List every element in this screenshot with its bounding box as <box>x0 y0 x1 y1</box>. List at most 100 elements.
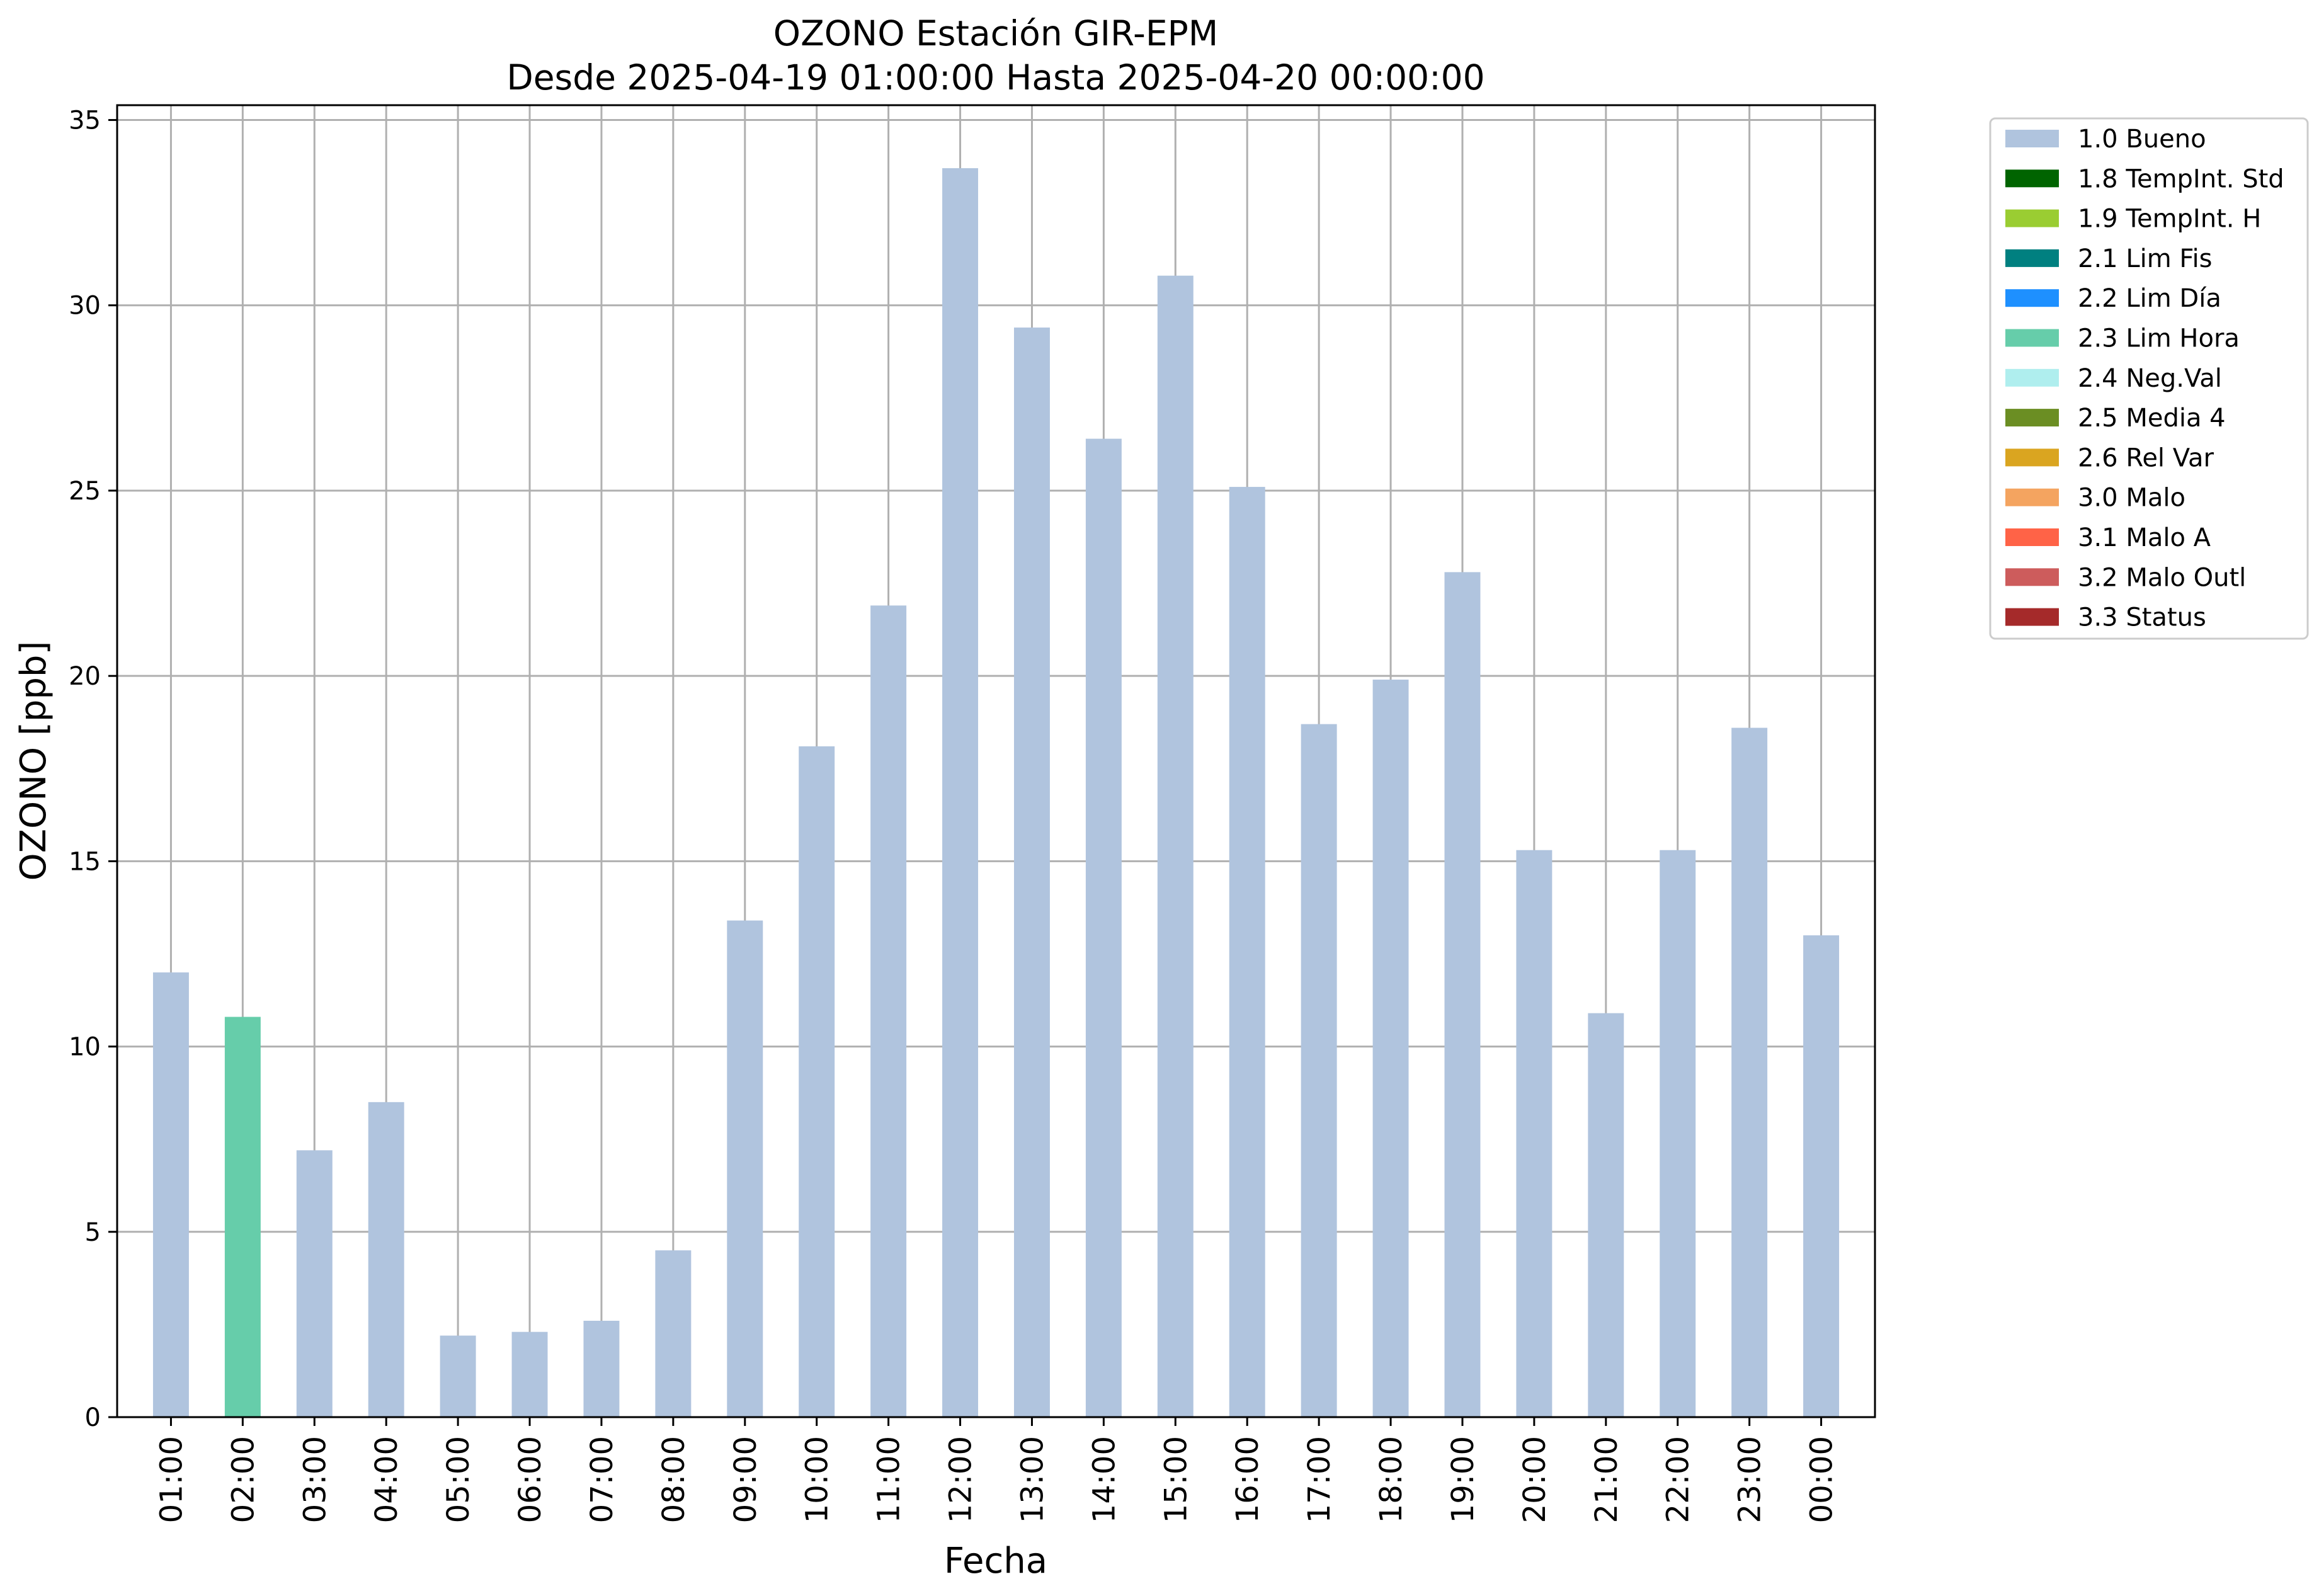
bar-0200 <box>224 1017 261 1417</box>
legend-entry: 1.0 Bueno <box>2005 125 2206 154</box>
x-tick-label: 11:00 <box>872 1436 907 1523</box>
legend-label: 1.8 TempInt. Std <box>2078 164 2284 193</box>
bar-1000 <box>799 746 835 1417</box>
x-tick-label: 03:00 <box>297 1436 333 1523</box>
bar-0500 <box>440 1335 476 1417</box>
bar-0600 <box>511 1331 548 1417</box>
bar-0800 <box>655 1250 692 1417</box>
y-tick-label: 0 <box>85 1403 101 1432</box>
legend-entry: 1.8 TempInt. Std <box>2005 164 2284 193</box>
plot-frame <box>116 104 1876 1418</box>
legend-swatch <box>2005 409 2059 427</box>
bar-0100 <box>152 972 189 1417</box>
legend-entry: 3.2 Malo Outl <box>2005 563 2246 592</box>
x-tick-label: 05:00 <box>441 1436 476 1523</box>
bar-2100 <box>1588 1013 1624 1417</box>
x-tick-label: 21:00 <box>1589 1436 1624 1523</box>
x-tick-label: 17:00 <box>1302 1436 1337 1523</box>
legend-entry: 1.9 TempInt. H <box>2005 205 2261 234</box>
bar-0300 <box>296 1150 333 1417</box>
bar-1800 <box>1372 680 1409 1417</box>
legend-label: 2.2 Lim Día <box>2078 284 2221 313</box>
y-tick-label: 30 <box>69 292 101 321</box>
legend-entry: 2.4 Neg.Val <box>2005 364 2222 393</box>
y-tick-label: 5 <box>85 1218 101 1247</box>
legend-label: 2.3 Lim Hora <box>2078 324 2240 353</box>
y-axis-ticks: 0 5 10 15 20 25 30 35 <box>69 106 117 1432</box>
x-tick-label: 22:00 <box>1661 1436 1696 1523</box>
y-axis-label: OZONO [ppb] <box>13 641 54 881</box>
bar-2000 <box>1516 850 1553 1417</box>
bar-1700 <box>1301 724 1337 1417</box>
bar-0000 <box>1803 935 1840 1417</box>
bar-1900 <box>1444 572 1481 1418</box>
bar-0900 <box>727 920 763 1417</box>
legend-label: 2.4 Neg.Val <box>2078 364 2222 393</box>
y-tick-label: 25 <box>69 477 101 506</box>
legend: 1.0 Bueno 1.8 TempInt. Std 1.9 TempInt. H 2… <box>1989 117 2309 640</box>
legend-label: 2.5 Media 4 <box>2078 404 2226 433</box>
bar-1100 <box>870 605 907 1417</box>
x-tick-label: 10:00 <box>800 1436 835 1523</box>
bar-1400 <box>1085 438 1122 1417</box>
bar-0400 <box>368 1102 404 1417</box>
legend-entry: 3.1 Malo A <box>2005 523 2211 552</box>
legend-entry: 2.5 Media 4 <box>2005 404 2226 433</box>
x-axis-ticks: 01:00 02:00 03:00 04:00 05:00 06:00 07:00 08:00… <box>154 1417 1840 1523</box>
x-tick-label: 13:00 <box>1015 1436 1050 1523</box>
legend-label: 3.2 Malo Outl <box>2078 563 2246 592</box>
legend-swatch <box>2005 249 2059 267</box>
x-tick-label: 07:00 <box>584 1436 620 1523</box>
x-tick-label: 06:00 <box>513 1436 548 1523</box>
x-tick-label: 18:00 <box>1374 1436 1409 1523</box>
legend-entry: 2.1 Lim Fis <box>2005 244 2212 273</box>
legend-swatch <box>2005 528 2059 546</box>
x-tick-label: 20:00 <box>1517 1436 1553 1523</box>
bar-1500 <box>1157 275 1194 1417</box>
legend-swatch <box>2005 608 2059 626</box>
legend-entry: 2.2 Lim Día <box>2005 284 2221 313</box>
legend-swatch <box>2005 488 2059 506</box>
bars-layer <box>152 168 1840 1418</box>
legend-label: 2.1 Lim Fis <box>2078 244 2212 273</box>
legend-label: 2.6 Rel Var <box>2078 443 2214 472</box>
legend-swatch <box>2005 448 2059 467</box>
bar-2300 <box>1731 727 1768 1417</box>
x-tick-label: 08:00 <box>656 1436 692 1523</box>
x-tick-label: 02:00 <box>225 1436 261 1523</box>
legend-entry: 3.0 Malo <box>2005 484 2185 513</box>
bar-1200 <box>942 168 979 1418</box>
chart-title: OZONO Estación GIR-EPM <box>773 13 1218 54</box>
legend-label: 3.0 Malo <box>2078 484 2185 513</box>
x-tick-label: 15:00 <box>1158 1436 1194 1523</box>
legend-entry: 2.3 Lim Hora <box>2005 324 2240 353</box>
x-tick-label: 23:00 <box>1733 1436 1768 1523</box>
x-tick-label: 09:00 <box>728 1436 763 1523</box>
y-tick-label: 35 <box>69 106 101 135</box>
x-tick-label: 12:00 <box>943 1436 979 1523</box>
bar-1300 <box>1013 328 1050 1418</box>
legend-entries: 1.0 Bueno 1.8 TempInt. Std 1.9 TempInt. H 2… <box>2005 125 2284 632</box>
legend-label: 3.1 Malo A <box>2078 523 2211 552</box>
bar-1600 <box>1229 487 1265 1418</box>
x-tick-label: 00:00 <box>1804 1436 1840 1523</box>
legend-swatch <box>2005 209 2059 227</box>
legend-swatch <box>2005 289 2059 307</box>
legend-label: 1.0 Bueno <box>2078 125 2206 154</box>
x-axis-label: Fecha <box>944 1541 1047 1582</box>
legend-label: 1.9 TempInt. H <box>2078 205 2261 234</box>
bar-2200 <box>1660 850 1696 1417</box>
x-tick-label: 01:00 <box>154 1436 189 1523</box>
x-tick-label: 16:00 <box>1230 1436 1265 1523</box>
legend-swatch <box>2005 329 2059 347</box>
legend-swatch <box>2005 130 2059 147</box>
legend-label: 3.3 Status <box>2078 603 2206 632</box>
chart-subtitle: Desde 2025-04-19 01:00:00 Hasta 2025-04-… <box>506 57 1484 98</box>
legend-frame <box>1989 117 2309 640</box>
legend-swatch <box>2005 368 2059 387</box>
bar-0700 <box>583 1321 620 1417</box>
y-tick-label: 20 <box>69 662 101 691</box>
x-tick-label: 04:00 <box>369 1436 404 1523</box>
x-tick-label: 19:00 <box>1445 1436 1481 1523</box>
